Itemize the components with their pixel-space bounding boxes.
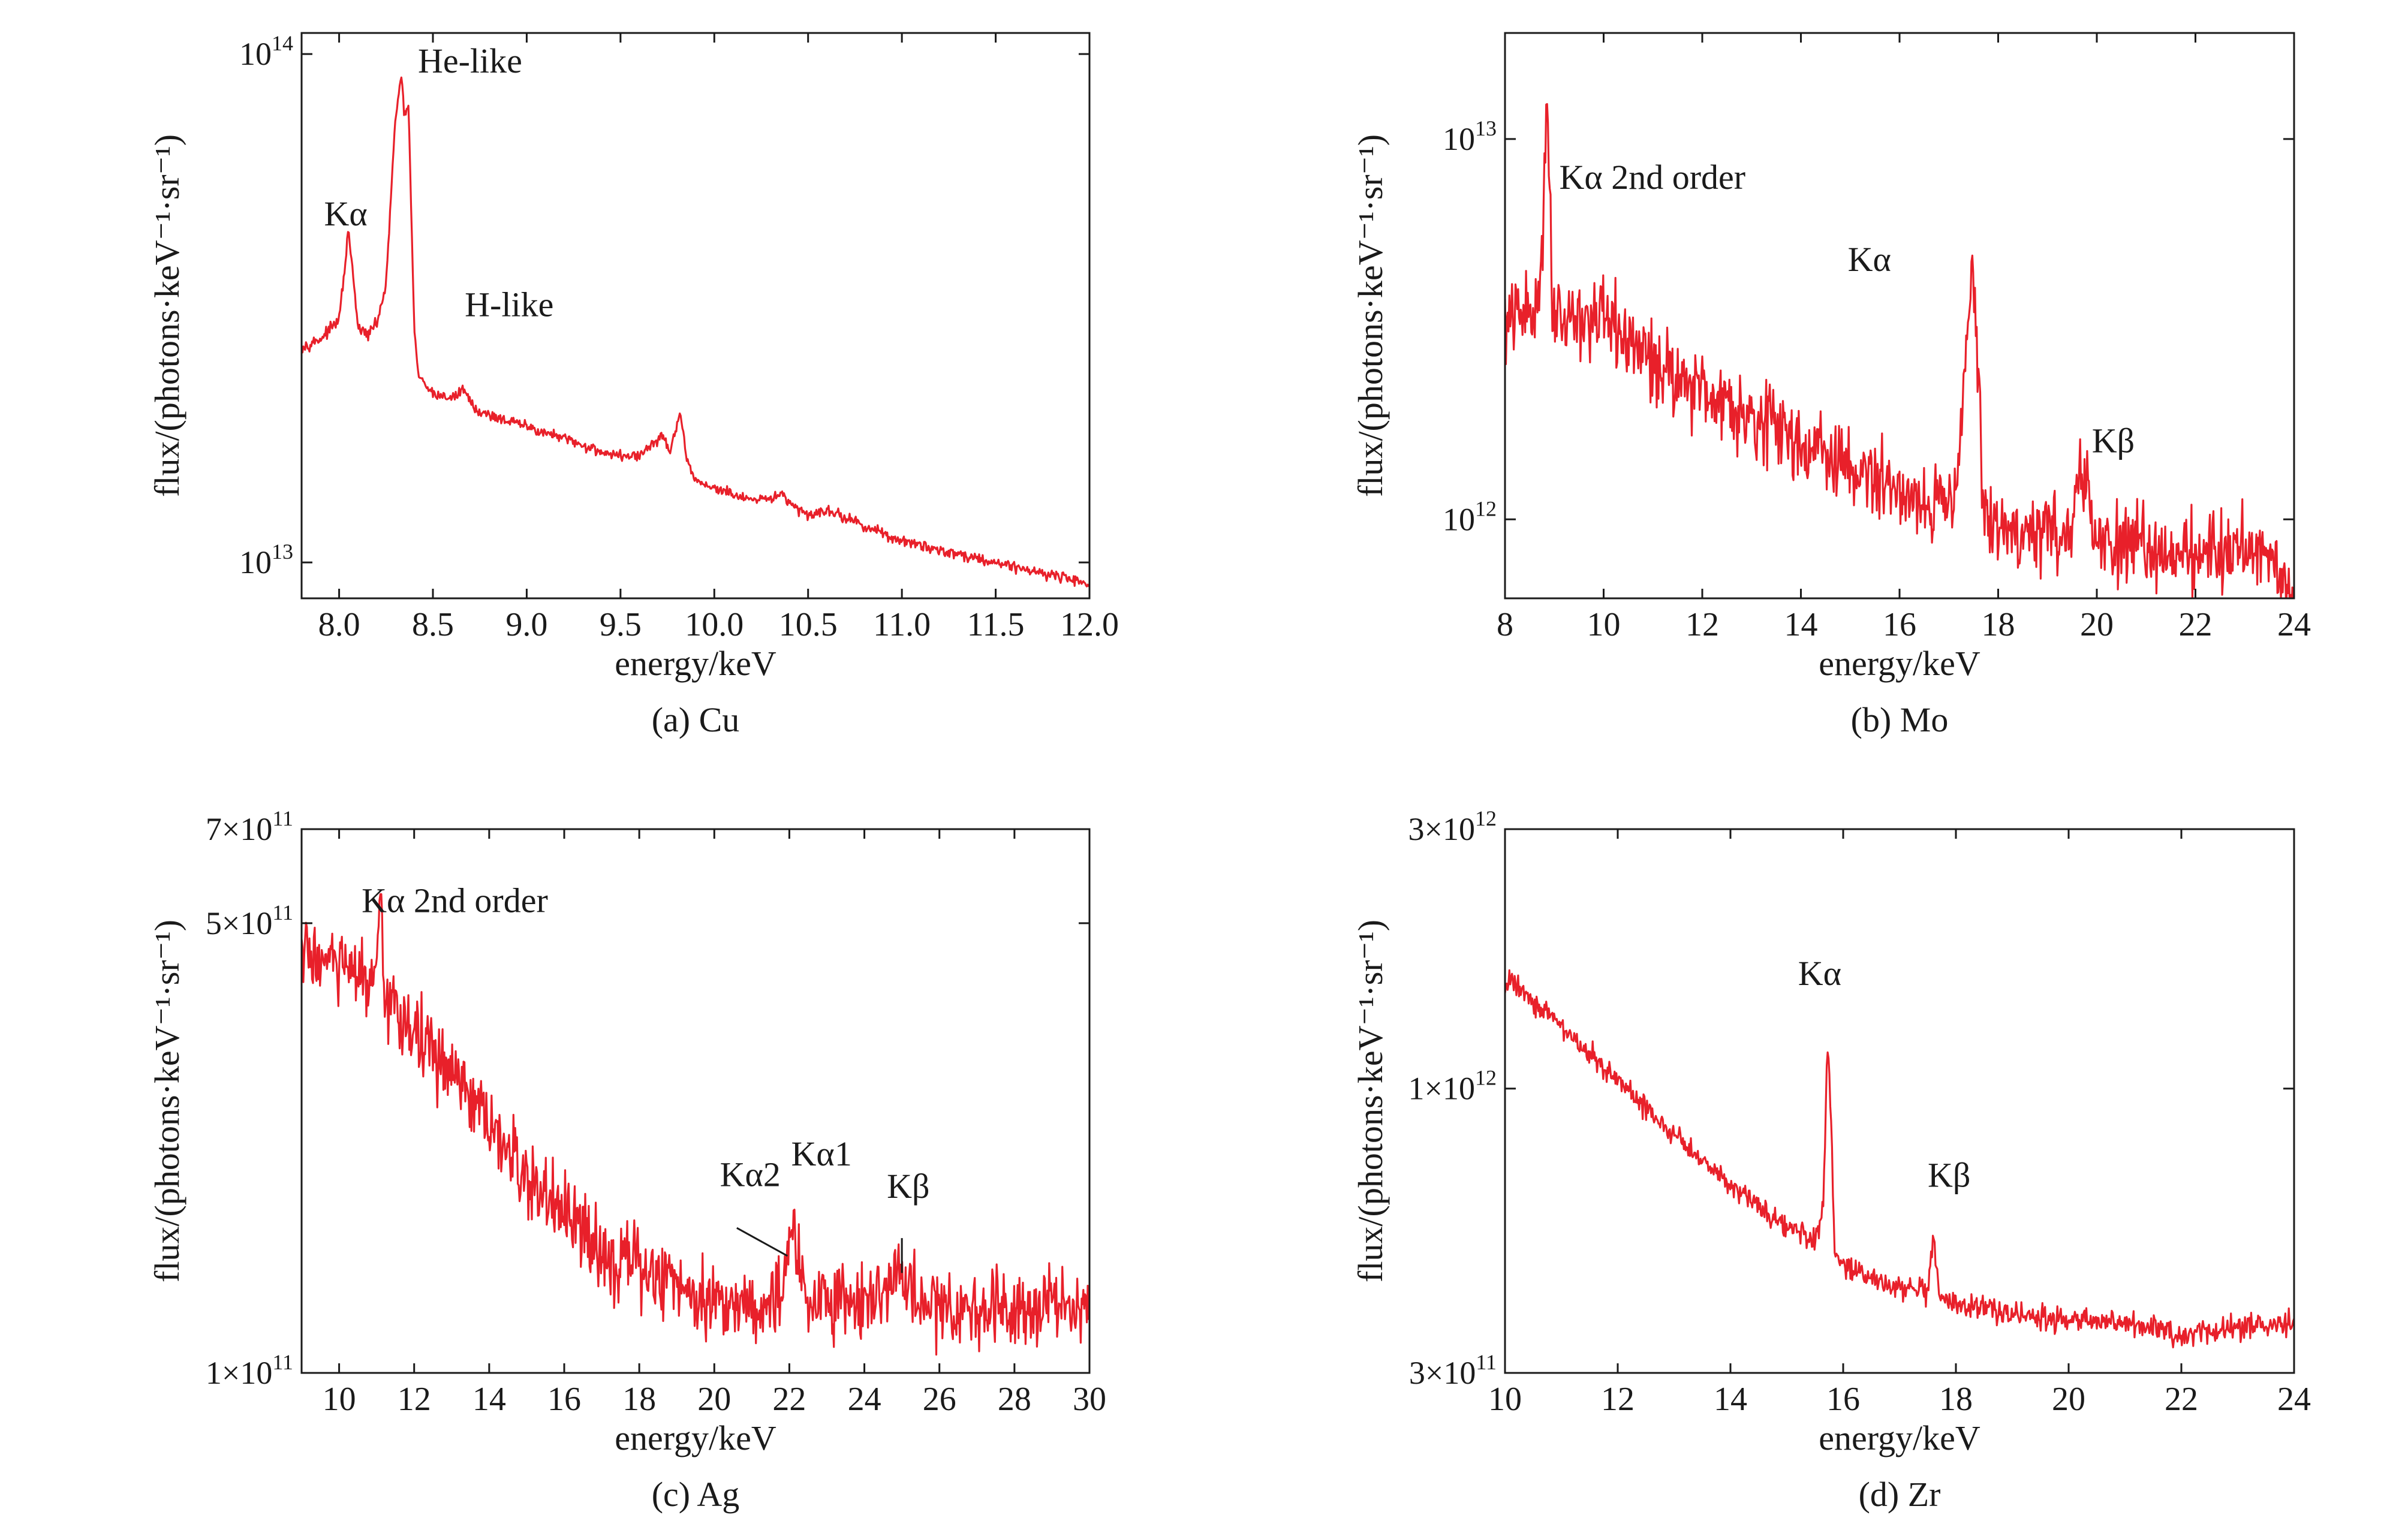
y-tick-label: 1×1011 xyxy=(206,1350,293,1391)
x-axis-label: energy/keV xyxy=(1819,644,1980,683)
x-tick-label: 12 xyxy=(1685,606,1719,643)
x-axis-label: energy/keV xyxy=(615,1418,776,1457)
x-tick-label: 10.0 xyxy=(685,606,744,643)
x-tick-label: 18 xyxy=(1982,606,2015,643)
x-tick-label: 22 xyxy=(772,1381,806,1418)
x-tick-label: 10.5 xyxy=(779,606,838,643)
x-tick-label: 11.0 xyxy=(873,606,931,643)
y-axis-label: flux/(photons·keV⁻¹·sr⁻¹) xyxy=(1351,134,1390,497)
y-tick-label: 1×1012 xyxy=(1408,1066,1497,1107)
x-axis-label: energy/keV xyxy=(1819,1418,1980,1457)
x-tick-label: 30 xyxy=(1073,1381,1106,1418)
y-tick-label: 1014 xyxy=(239,31,293,72)
peak-annotation: Kα 2nd order xyxy=(362,881,548,920)
panel-caption: (d) Zr xyxy=(1859,1475,1941,1514)
peak-annotation: Kα 2nd order xyxy=(1559,158,1745,197)
y-tick-label: 3×1011 xyxy=(1409,1350,1497,1391)
x-tick-label: 11.5 xyxy=(967,606,1025,643)
y-axis-label: flux/(photons·keV⁻¹·sr⁻¹) xyxy=(1351,920,1390,1282)
series-line-c xyxy=(302,893,1089,1356)
peak-annotation: He-like xyxy=(418,41,522,80)
plot-frame xyxy=(300,32,1091,600)
x-tick-label: 24 xyxy=(2277,1381,2311,1418)
x-tick-label: 16 xyxy=(1883,606,1916,643)
x-tick-label: 8.5 xyxy=(412,606,454,643)
peak-annotation: Kβ xyxy=(2092,421,2135,460)
y-tick-label: 1013 xyxy=(239,540,293,580)
x-tick-label: 20 xyxy=(2080,606,2114,643)
x-tick-label: 12.0 xyxy=(1060,606,1119,643)
x-tick-label: 12 xyxy=(1601,1381,1635,1418)
series-line-d xyxy=(1505,969,2294,1348)
y-tick-label: 7×1011 xyxy=(206,806,293,847)
x-tick-label: 18 xyxy=(1939,1381,1973,1418)
peak-annotation: Kβ xyxy=(887,1167,929,1206)
x-tick-label: 28 xyxy=(998,1381,1031,1418)
x-tick-label: 20 xyxy=(697,1381,731,1418)
peak-annotation: H-like xyxy=(465,285,553,324)
y-tick-label: 3×1012 xyxy=(1408,806,1497,847)
x-tick-label: 16 xyxy=(547,1381,581,1418)
y-tick-label: 1012 xyxy=(1443,496,1497,537)
x-tick-label: 10 xyxy=(323,1381,356,1418)
x-tick-label: 22 xyxy=(2165,1381,2198,1418)
x-tick-label: 16 xyxy=(1826,1381,1860,1418)
x-tick-label: 8 xyxy=(1497,606,1513,643)
x-tick-label: 9.0 xyxy=(505,606,547,643)
chart-panel-b: 8 10 12 14 16 18 20 22 2410121013energy/keVflux/… xyxy=(1351,32,2311,739)
y-axis-label: flux/(photons·keV⁻¹·sr⁻¹) xyxy=(148,134,186,497)
panel-caption: (c) Ag xyxy=(652,1475,740,1514)
x-tick-label: 14 xyxy=(1714,1381,1747,1418)
series-line-a xyxy=(302,76,1089,588)
peak-annotation: Kα xyxy=(1848,240,1891,279)
x-tick-label: 24 xyxy=(848,1381,881,1418)
x-axis-label: energy/keV xyxy=(615,644,776,683)
peak-annotation: Kα2 xyxy=(720,1155,781,1194)
chart-panel-d: 10 12 14 16 18 20 22 24 3×1011 1×1012 3×1012 energy… xyxy=(1351,806,2311,1514)
x-tick-label: 8.0 xyxy=(318,606,360,643)
y-tick-label: 1013 xyxy=(1443,116,1497,157)
x-tick-label: 10 xyxy=(1488,1381,1522,1418)
peak-annotation: Kα1 xyxy=(791,1134,852,1173)
x-tick-label: 9.5 xyxy=(600,606,642,643)
y-tick-label: 5×1011 xyxy=(206,900,293,941)
x-tick-label: 24 xyxy=(2277,606,2311,643)
peak-annotation: Kβ xyxy=(1928,1155,1970,1194)
x-tick-label: 18 xyxy=(622,1381,656,1418)
chart-panel-c: 10 12 14 16 18 20 22 24 26 28 30 1×1011 5×1011 7×1011… xyxy=(148,806,1106,1514)
x-tick-label: 26 xyxy=(923,1381,956,1418)
panel-caption: (a) Cu xyxy=(652,700,740,739)
x-tick-label: 22 xyxy=(2179,606,2213,643)
y-axis-label: flux/(photons·keV⁻¹·sr⁻¹) xyxy=(148,920,186,1282)
x-tick-label: 12 xyxy=(398,1381,431,1418)
panel-caption: (b) Mo xyxy=(1851,700,1949,739)
x-tick-label: 20 xyxy=(2052,1381,2085,1418)
series-line-b xyxy=(1505,103,2294,598)
peak-annotation: Kα xyxy=(1798,954,1841,993)
plot-frame xyxy=(300,828,1091,1374)
chart-panel-a: 8.0 8.5 9.0 9.5 10.0 10.5 11.0 11.5 12.0 1013 1014… xyxy=(148,31,1119,739)
plot-frame xyxy=(1504,828,2295,1374)
x-tick-label: 14 xyxy=(472,1381,506,1418)
x-tick-label: 14 xyxy=(1784,606,1818,643)
annotation-leader xyxy=(736,1227,788,1257)
peak-annotation: Kα xyxy=(324,194,368,233)
x-tick-label: 10 xyxy=(1587,606,1621,643)
